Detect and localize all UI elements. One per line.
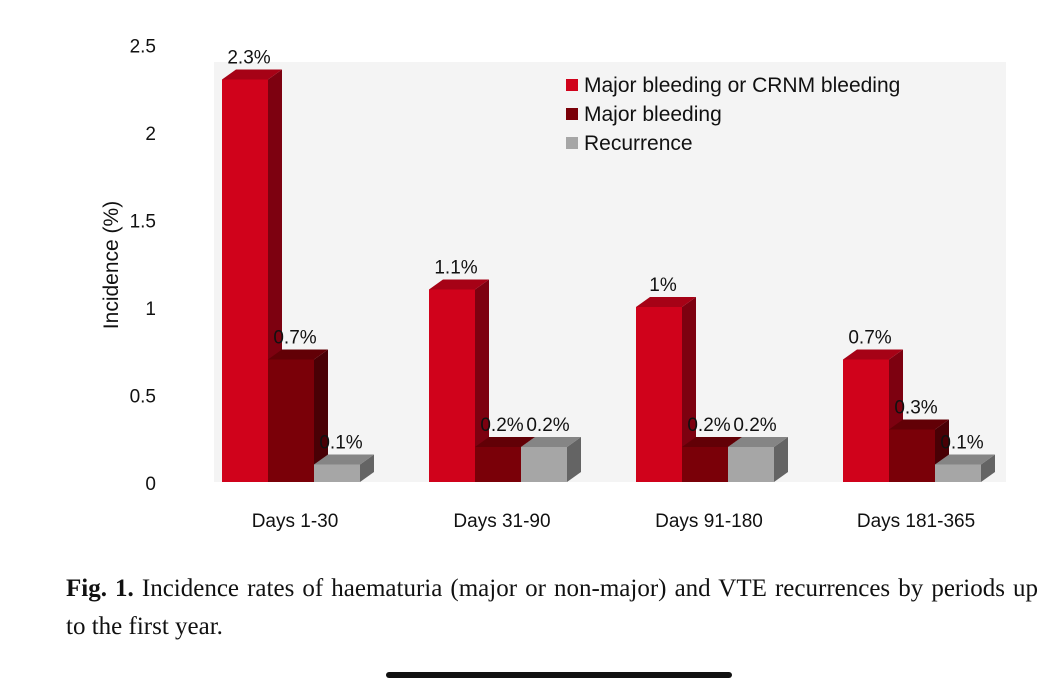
bar [636, 297, 696, 482]
data-label: 2.3% [227, 48, 270, 69]
legend-swatch [566, 137, 578, 149]
y-tick-label: 1.5 [130, 212, 156, 233]
bar-side [981, 454, 995, 482]
bar [314, 454, 374, 482]
bar [935, 454, 995, 482]
bar-chart: 0 0.5 1 1.5 2 2.5 Incidence (%) 2.3% 0.7% 0.1% 1… [100, 37, 1006, 532]
bar-side [360, 454, 374, 482]
x-tick-label: Days 31-90 [453, 511, 550, 532]
data-label: 1.1% [434, 258, 477, 279]
bar-side [682, 297, 696, 482]
bar [521, 437, 581, 482]
legend-label: Major bleeding or CRNM bleeding [584, 74, 900, 97]
y-tick-label: 1 [145, 299, 156, 320]
bar-front [475, 447, 521, 482]
bar-top [682, 437, 742, 447]
bar-top [222, 69, 282, 80]
legend-label: Major bleeding [584, 103, 722, 126]
bar-front [843, 359, 889, 482]
bar [429, 279, 489, 482]
bar-top [429, 279, 489, 290]
x-tick-label: Days 1-30 [252, 511, 339, 532]
y-tick-label: 2.5 [130, 37, 156, 58]
bar-top [843, 349, 903, 360]
data-label: 0.2% [687, 415, 730, 436]
legend-swatch [566, 79, 578, 91]
bar-top [475, 437, 535, 447]
data-label: 0.2% [733, 415, 776, 436]
y-axis-label: Incidence (%) [100, 201, 123, 329]
bar [268, 349, 328, 482]
bar-front [935, 464, 981, 482]
bar-top [935, 454, 995, 465]
bar-front [314, 464, 360, 482]
x-tick-label: Days 181-365 [857, 511, 975, 532]
bars-group: 2.3%0.7%0.1%1.1%0.2% 0.2%1%0.2% 0.2%0.7%0.… [222, 48, 995, 482]
bar-side [567, 437, 581, 482]
bar-side [774, 437, 788, 482]
bar-front [521, 447, 567, 482]
x-axis: Days 1-30 Days 31-90 Days 91-180 Days 181-3… [252, 511, 975, 532]
data-label: 0.7% [848, 328, 891, 349]
data-label: 1% [649, 275, 677, 296]
legend-label: Recurrence [584, 132, 693, 155]
bar-side [475, 279, 489, 482]
bar-top [521, 437, 581, 447]
bar-side [314, 349, 328, 482]
bar-top [268, 349, 328, 360]
data-label: 0.7% [273, 328, 316, 349]
y-tick-label: 0 [145, 474, 156, 495]
figure-caption-label: Fig. 1. [66, 575, 134, 602]
bar-front [429, 289, 475, 482]
legend-swatch [566, 108, 578, 120]
bar-front [222, 79, 268, 482]
y-tick-label: 2 [145, 124, 156, 145]
bar-front [728, 447, 774, 482]
bar-front [268, 359, 314, 482]
data-label: 0.2% [480, 415, 523, 436]
y-axis: 0 0.5 1 1.5 2 2.5 [130, 37, 156, 496]
bar-top [636, 297, 696, 307]
home-indicator-bar [386, 672, 732, 678]
data-label: 0.1% [940, 433, 983, 454]
bar-top [889, 419, 949, 430]
data-label: 0.1% [319, 433, 362, 454]
data-label: 0.3% [894, 398, 937, 419]
legend: Major bleeding or CRNM bleeding Major ble… [566, 74, 900, 155]
bar-front [636, 307, 682, 482]
bar [728, 437, 788, 482]
y-tick-label: 0.5 [130, 387, 156, 408]
bar-top [314, 454, 374, 465]
bar [889, 419, 949, 482]
bar-front [682, 447, 728, 482]
bar-top [728, 437, 788, 447]
figure-caption: Fig. 1. Incidence rates of haematuria (m… [66, 570, 1038, 646]
bar [222, 69, 282, 482]
bar-front [889, 429, 935, 482]
figure-caption-text: Incidence rates of haematuria (major or … [66, 575, 1038, 640]
x-tick-label: Days 91-180 [655, 511, 763, 532]
data-label: 0.2% [526, 415, 569, 436]
